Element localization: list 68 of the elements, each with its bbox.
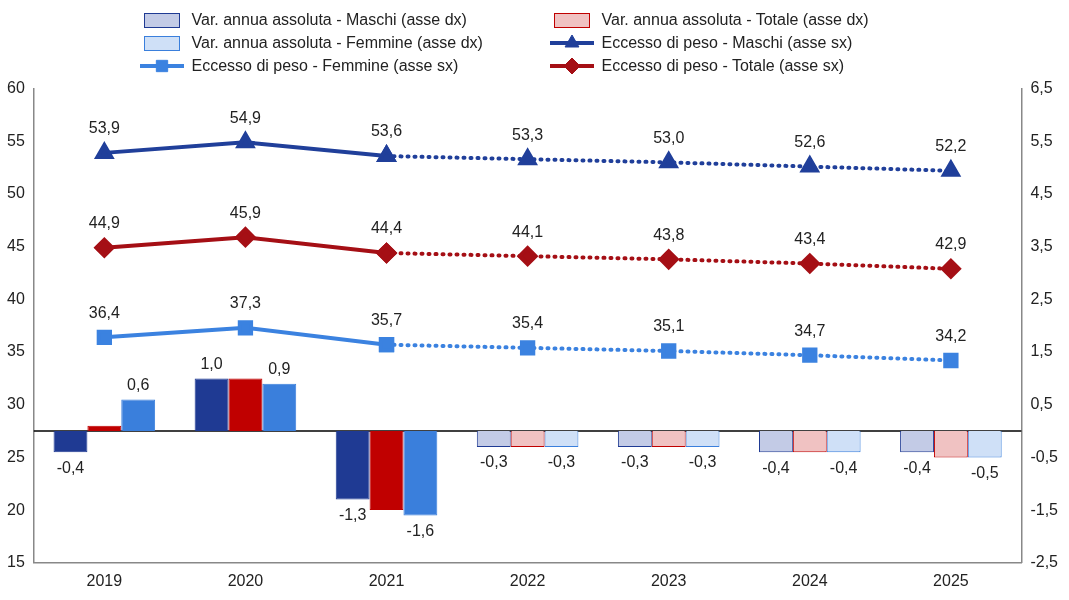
data-label: 34,2 bbox=[935, 326, 967, 344]
data-label: -0,3 bbox=[621, 453, 649, 471]
data-label: 43,4 bbox=[794, 229, 826, 247]
data-label: -0,4 bbox=[903, 458, 931, 476]
y-tick-label: 40 bbox=[7, 289, 25, 307]
x-tick-label: 2022 bbox=[509, 571, 546, 589]
data-label: -0,5 bbox=[970, 463, 999, 481]
x-tick-label: 2019 bbox=[86, 571, 123, 589]
data-label: 45,9 bbox=[229, 203, 262, 221]
data-label: -1,3 bbox=[338, 505, 367, 523]
data-label: 43,8 bbox=[653, 225, 685, 243]
y-tick-label: 35 bbox=[7, 342, 25, 360]
y-tick-label: 15 bbox=[7, 553, 25, 571]
legend-label: Eccesso di peso - Totale (asse sx) bbox=[601, 57, 844, 76]
data-label: 52,6 bbox=[794, 132, 826, 150]
y2-tick-label: -0,5 bbox=[1030, 447, 1059, 465]
data-label: 53,6 bbox=[370, 122, 403, 140]
data-label: 52,2 bbox=[935, 137, 967, 155]
data-label: -0,3 bbox=[547, 453, 576, 471]
data-label: 44,9 bbox=[88, 214, 121, 232]
data-label: -0,4 bbox=[829, 458, 858, 476]
y2-tick-label: -2,5 bbox=[1030, 553, 1059, 571]
y-tick-label: 45 bbox=[7, 237, 25, 255]
data-label: 53,3 bbox=[512, 125, 544, 143]
data-label: -1,6 bbox=[406, 521, 435, 539]
y-tick-label: 55 bbox=[7, 131, 25, 149]
y2-tick-label: 1,5 bbox=[1030, 342, 1053, 360]
x-tick-label: 2023 bbox=[650, 571, 687, 589]
x-tick-label: 2020 bbox=[227, 571, 264, 589]
y-tick-label: 60 bbox=[7, 79, 25, 97]
data-label: 0,6 bbox=[127, 375, 150, 393]
data-label: -0,4 bbox=[762, 458, 790, 476]
data-label: 54,9 bbox=[229, 108, 262, 126]
data-label: 34,7 bbox=[794, 321, 826, 339]
x-tick-label: 2021 bbox=[368, 571, 405, 589]
y2-tick-label: 2,5 bbox=[1030, 289, 1053, 307]
y2-tick-label: 5,5 bbox=[1030, 131, 1053, 149]
data-label: 36,4 bbox=[88, 303, 121, 321]
data-label: -0,3 bbox=[688, 453, 717, 471]
y-tick-label: 20 bbox=[7, 500, 25, 518]
y2-tick-label: 3,5 bbox=[1030, 237, 1053, 255]
data-label: 35,4 bbox=[512, 314, 544, 332]
y-tick-label: 30 bbox=[7, 395, 25, 413]
data-label: 42,9 bbox=[935, 235, 967, 253]
legend-label: Eccesso di peso - Femmine (asse sx) bbox=[191, 57, 459, 76]
y2-tick-label: -1,5 bbox=[1030, 500, 1059, 518]
data-label: 37,3 bbox=[229, 294, 262, 312]
data-label: 0,9 bbox=[268, 360, 291, 378]
legend-label: Var. annua assoluta - Femmine (asse dx) bbox=[191, 33, 483, 52]
x-tick-label: 2024 bbox=[792, 571, 828, 589]
legend-label: Var. annua assoluta - Maschi (asse dx) bbox=[191, 10, 467, 29]
data-label: 44,1 bbox=[512, 222, 544, 240]
data-label: 1,0 bbox=[200, 354, 223, 372]
legend-label: Eccesso di peso - Maschi (asse sx) bbox=[601, 33, 853, 52]
y2-tick-label: 0,5 bbox=[1030, 395, 1053, 413]
y-tick-label: 50 bbox=[7, 184, 25, 202]
data-label: 35,1 bbox=[653, 317, 685, 335]
data-label: -0,4 bbox=[56, 458, 85, 476]
y-tick-label: 25 bbox=[7, 447, 25, 465]
legend-label: Var. annua assoluta - Totale (asse dx) bbox=[601, 10, 869, 29]
data-label: 53,9 bbox=[88, 119, 121, 137]
y2-tick-label: 4,5 bbox=[1030, 184, 1053, 202]
data-label: 35,7 bbox=[370, 311, 403, 329]
data-label: -0,3 bbox=[479, 453, 508, 471]
data-label: 44,4 bbox=[370, 219, 403, 237]
y2-tick-label: 6,5 bbox=[1030, 79, 1053, 97]
x-tick-label: 2025 bbox=[933, 571, 969, 589]
data-label: 53,0 bbox=[653, 128, 685, 146]
